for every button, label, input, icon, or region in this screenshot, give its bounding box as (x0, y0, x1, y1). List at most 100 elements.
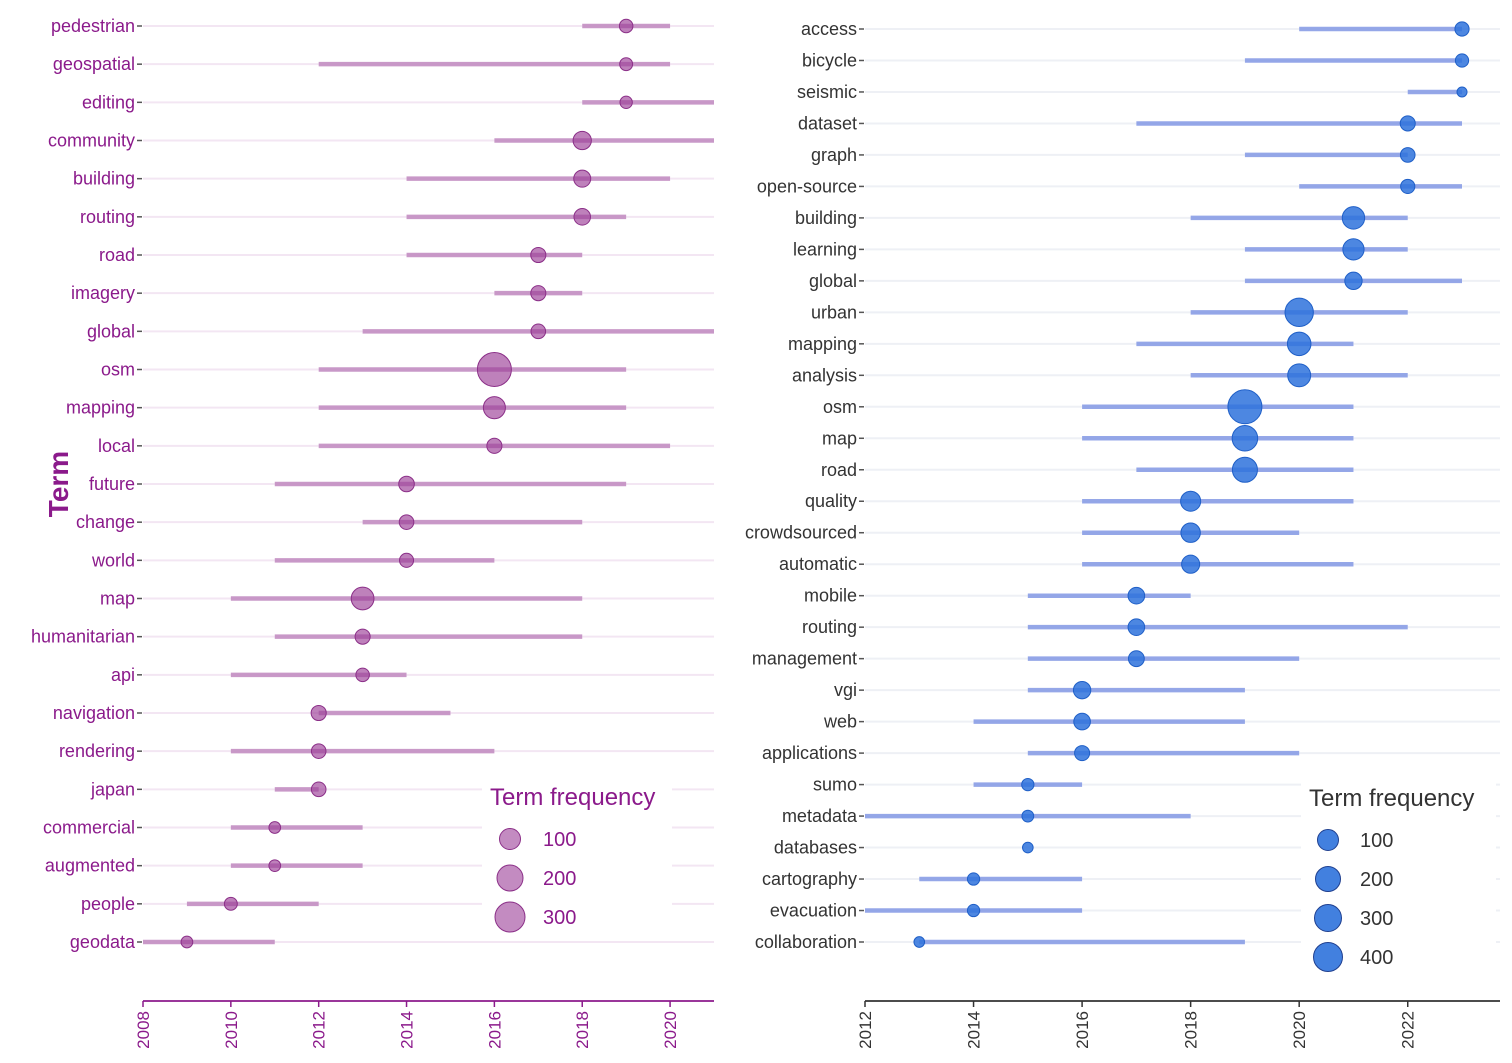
legend-size-label: 100 (1360, 830, 1393, 852)
term-peak-point (1072, 680, 1092, 700)
term-peak-point (398, 514, 415, 530)
term-label: mapping (788, 334, 857, 354)
term-label: map (822, 428, 857, 448)
term-peak-point (476, 352, 512, 387)
term-label: mobile (804, 586, 857, 606)
size-legend: Term frequency 100 200 300 400 (1301, 778, 1496, 977)
term-peak-point (310, 704, 327, 722)
legend-title: Term frequency (490, 784, 655, 811)
legend-size-label: 100 (543, 829, 576, 851)
term-peak-point (966, 903, 981, 918)
term-peak-point (1180, 522, 1201, 543)
term-label: imagery (71, 283, 135, 303)
term-peak-point (1399, 147, 1416, 163)
x-tick-label: 2014 (398, 1011, 417, 1049)
term-label: collaboration (755, 932, 857, 952)
term-peak-point (310, 781, 327, 798)
x-tick-label: 2022 (1399, 1011, 1418, 1049)
term-label: api (111, 665, 135, 685)
term-label: commercial (43, 818, 135, 838)
term-label: seismic (797, 82, 857, 102)
term-peak-point (1456, 86, 1468, 98)
term-peak-point (1021, 777, 1035, 792)
term-label: community (48, 131, 135, 151)
term-label: web (823, 712, 857, 732)
term-label: future (89, 474, 135, 494)
legend-size-marker (496, 864, 524, 892)
term-label: open-source (757, 176, 857, 196)
term-peak-point (1022, 841, 1034, 854)
term-peak-point (619, 95, 633, 109)
term-label: vgi (834, 680, 857, 700)
term-label: automatic (779, 554, 857, 574)
term-label: editing (82, 92, 135, 112)
term-label: world (91, 550, 135, 570)
term-peak-point (268, 821, 282, 834)
legend-size-label: 200 (543, 868, 576, 890)
legend-size-marker (494, 901, 526, 933)
x-tick-label: 2020 (661, 1011, 680, 1049)
term-label: geodata (70, 932, 136, 952)
term-label: quality (805, 491, 857, 511)
legend-title: Term frequency (1309, 785, 1474, 812)
term-peak-point (573, 208, 592, 226)
term-label: rendering (59, 741, 135, 761)
term-peak-point (966, 872, 981, 886)
term-peak-point (573, 169, 592, 188)
term-peak-point (398, 475, 415, 493)
term-label: geospatial (53, 54, 135, 74)
term-peak-point (482, 396, 506, 420)
term-label: building (73, 169, 135, 189)
term-peak-point (530, 285, 547, 302)
term-label: building (795, 208, 857, 228)
term-peak-point (354, 628, 371, 645)
term-peak-point (1287, 363, 1312, 388)
legend-size-marker (1314, 904, 1342, 932)
term-peak-point (1231, 424, 1259, 452)
x-tick-label: 2016 (1073, 1011, 1092, 1049)
term-peak-point (223, 896, 238, 911)
term-peak-point (1231, 456, 1258, 483)
term-peak-point (1284, 297, 1314, 328)
x-tick-label: 2010 (222, 1011, 241, 1049)
x-tick-label: 2018 (1182, 1011, 1201, 1049)
term-peak-point (180, 935, 194, 949)
term-label: dataset (798, 113, 857, 133)
term-peak-point (486, 437, 503, 454)
term-label: osm (823, 397, 857, 417)
term-label: metadata (782, 806, 858, 826)
term-label: routing (80, 207, 135, 227)
size-legend: Term frequency 100 200 300 (482, 777, 672, 937)
chart-panel-2: access bicycle seismic dataset graph open-sou… (745, 19, 1500, 1049)
term-label: road (821, 460, 857, 480)
term-peak-point (355, 667, 370, 683)
term-peak-point (1021, 809, 1035, 823)
term-peak-point (1400, 178, 1416, 195)
term-peak-point (530, 323, 547, 340)
term-label: humanitarian (31, 627, 135, 647)
x-tick-label: 2014 (965, 1011, 984, 1049)
term-label: pedestrian (51, 16, 135, 36)
x-tick-label: 2018 (573, 1011, 592, 1049)
term-peak-point (350, 586, 375, 611)
term-peak-point (1180, 490, 1202, 512)
term-label: graph (811, 145, 857, 165)
term-peak-point (530, 246, 547, 264)
term-peak-point (1127, 618, 1146, 636)
term-peak-point (618, 18, 634, 34)
term-peak-point (913, 936, 926, 948)
term-peak-point (1127, 650, 1145, 668)
term-label: crowdsourced (745, 523, 857, 543)
legend-size-marker (1317, 829, 1339, 851)
term-label: databases (774, 838, 857, 858)
term-label: routing (802, 617, 857, 637)
x-tick-label: 2020 (1290, 1011, 1309, 1049)
term-peak-point (1181, 554, 1201, 574)
term-label: applications (762, 743, 857, 763)
x-tick-label: 2008 (134, 1011, 153, 1049)
term-peak-point (1454, 21, 1470, 37)
term-label: mapping (66, 398, 135, 418)
term-label: road (99, 245, 135, 265)
term-label: osm (101, 360, 135, 380)
